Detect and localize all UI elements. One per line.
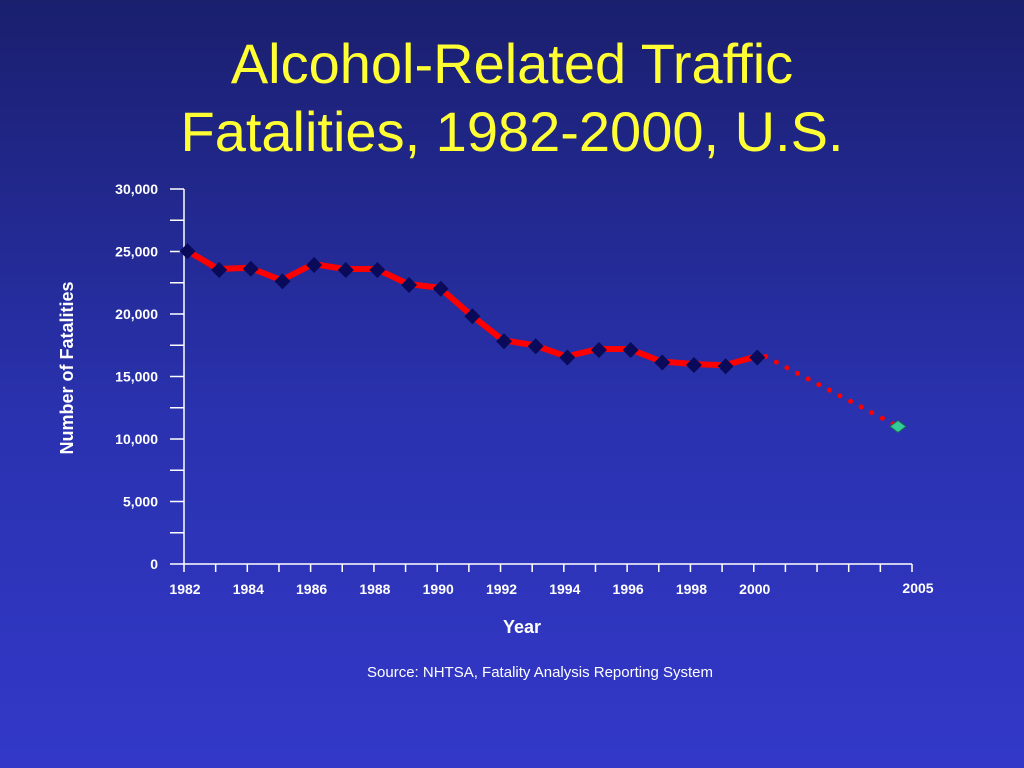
data-point-marker (211, 262, 228, 278)
x-tick-label: 1994 (549, 581, 580, 597)
y-tick-label: 30,000 (115, 181, 158, 197)
data-point-marker (179, 243, 196, 260)
data-point-marker (274, 273, 291, 290)
slide-title: Alcohol-Related Traffic Fatalities, 1982… (0, 30, 1024, 166)
data-point-marker (654, 354, 671, 371)
data-point-marker (527, 338, 544, 355)
data-point-marker (590, 342, 607, 358)
x-tick-label: 1982 (169, 581, 200, 597)
data-point-marker (306, 257, 323, 273)
projection-point-marker (889, 419, 907, 434)
x-tick-label: 1998 (676, 581, 707, 597)
y-ticks: 0 5,000 10,000 15,000 20,000 25,000 30,000 (115, 181, 184, 572)
y-tick-label: 0 (150, 556, 158, 572)
x-tick-label: 1988 (359, 581, 390, 597)
data-point-marker (337, 262, 354, 278)
data-point-marker (559, 349, 576, 366)
source-note: Source: NHTSA, Fatality Analysis Reporti… (367, 664, 713, 681)
series-line-actual (183, 247, 760, 369)
data-point-marker (369, 262, 386, 278)
x-tick-label: 1986 (296, 581, 327, 597)
data-point-marker (749, 349, 766, 366)
x-tick-label: 2005 (902, 580, 933, 596)
chart-markers (179, 243, 907, 434)
data-point-marker (401, 277, 418, 293)
data-point-marker (464, 308, 481, 325)
data-point-marker (496, 333, 513, 350)
x-tick-label: 1996 (613, 581, 644, 597)
x-tick-label: 2000 (739, 581, 770, 597)
x-tick-label: 1992 (486, 581, 517, 597)
x-tick-label: 1984 (233, 581, 264, 597)
y-tick-label: 5,000 (123, 494, 158, 510)
y-tick-label: 20,000 (115, 306, 158, 322)
x-tick-label: 1990 (423, 581, 454, 597)
data-point-marker (622, 342, 639, 358)
y-tick-label: 10,000 (115, 431, 158, 447)
series-line-projection (763, 354, 901, 429)
y-axis-label: Number of Fatalities (57, 281, 77, 454)
chart-series (183, 247, 901, 429)
chart-axes (183, 189, 912, 565)
data-point-marker (242, 260, 259, 277)
y-tick-label: 15,000 (115, 369, 158, 385)
x-ticks: 1982 1984 1986 1988 1990 1992 1994 1996 1998 2000… (169, 564, 934, 597)
data-point-marker (432, 280, 449, 297)
title-line-2: Fatalities, 1982-2000, U.S. (180, 100, 844, 163)
data-point-marker (685, 357, 702, 373)
y-tick-label: 25,000 (115, 244, 158, 260)
x-axis-label: Year (503, 617, 541, 637)
data-point-marker (717, 358, 734, 375)
title-line-1: Alcohol-Related Traffic (230, 32, 794, 95)
